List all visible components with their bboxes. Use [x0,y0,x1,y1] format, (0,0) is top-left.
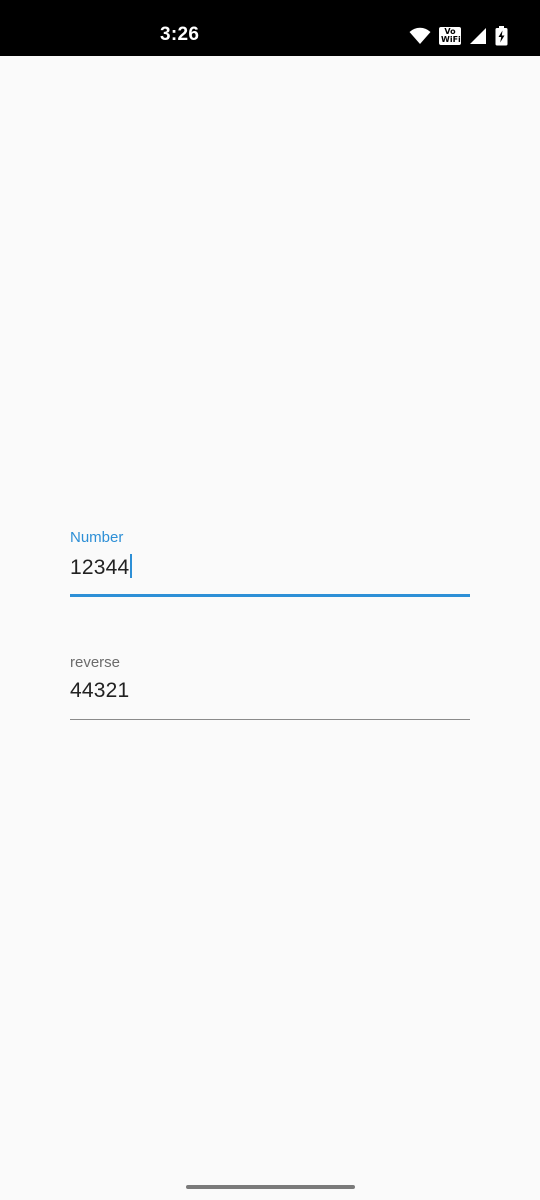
reverse-field-label: reverse [70,654,121,671]
status-bar: 3:26 Vo WiFi [0,0,540,56]
cell-signal-icon [470,28,486,44]
wifi-icon [409,27,431,44]
reverse-field[interactable]: reverse 44321 [70,652,470,724]
vowifi-icon: Vo WiFi [439,27,461,45]
number-field-label: Number [70,529,124,546]
number-field-underline [70,594,470,597]
reverse-input[interactable]: 44321 [70,679,129,703]
reverse-input-value: 44321 [70,679,130,702]
text-cursor [130,554,133,578]
battery-charging-icon [495,26,508,46]
number-field[interactable]: Number 12344 [70,527,470,599]
status-time: 3:26 [160,24,200,45]
status-icons: Vo WiFi [409,25,508,47]
reverse-field-underline [70,719,470,720]
gesture-nav-handle[interactable] [186,1185,355,1189]
vowifi-bottom-text: WiFi [441,35,461,44]
vowifi-top-text: Vo [444,27,456,36]
number-input[interactable]: 12344 [70,554,133,580]
number-input-value: 12344 [70,556,130,579]
